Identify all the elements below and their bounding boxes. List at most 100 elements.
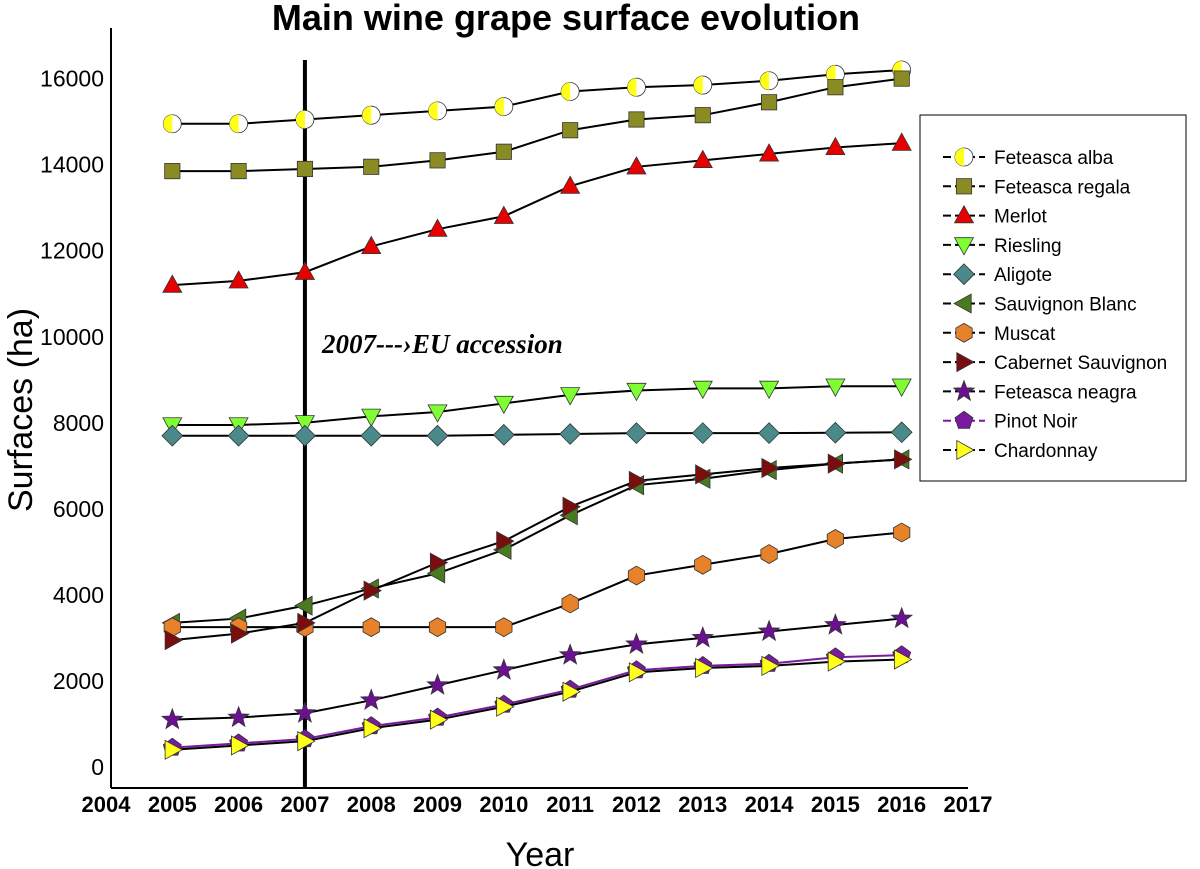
series-layer — [160, 60, 914, 760]
data-point — [428, 101, 447, 121]
data-point — [953, 237, 975, 256]
data-point — [493, 205, 514, 224]
x-ticks: 2004 2005 2006 2007 2008 2009 2010 2011 2012 2013… — [82, 792, 993, 817]
data-point — [426, 424, 449, 447]
data-point — [952, 379, 976, 402]
marker-half — [955, 148, 964, 166]
series-line — [172, 658, 902, 751]
x-tick-label: 2010 — [479, 792, 528, 817]
data-point — [954, 410, 974, 429]
data-point — [891, 378, 912, 397]
series-sauvignon-blanc — [161, 449, 910, 633]
x-tick-label: 2015 — [811, 792, 860, 817]
data-point — [164, 163, 181, 180]
data-point — [227, 424, 250, 447]
data-point — [826, 529, 844, 549]
legend-label: Aligote — [994, 265, 1052, 286]
data-point — [692, 380, 713, 400]
legend-label: Feteasca neagra — [994, 382, 1137, 403]
data-point — [827, 651, 847, 672]
data-point — [360, 424, 383, 447]
data-point — [558, 643, 582, 665]
data-point — [426, 673, 449, 695]
data-point — [758, 422, 780, 445]
data-point — [560, 387, 581, 406]
data-point — [953, 293, 972, 314]
data-point — [429, 152, 446, 169]
data-point — [628, 470, 648, 492]
x-axis-label: Year — [506, 836, 575, 869]
data-point — [562, 122, 579, 139]
data-point — [293, 701, 317, 723]
data-point — [760, 544, 778, 564]
data-point — [893, 522, 911, 543]
y-tick-label: 2000 — [53, 668, 104, 694]
data-point — [362, 617, 380, 638]
x-tick-label: 2014 — [745, 792, 795, 817]
data-point — [294, 424, 316, 447]
x-tick-label: 2011 — [546, 792, 594, 817]
data-point — [562, 496, 581, 517]
data-point — [161, 424, 184, 447]
data-point — [825, 378, 846, 397]
series-cabernet-sauvignon — [164, 449, 913, 651]
x-tick-label: 2007 — [280, 792, 329, 817]
data-point — [627, 77, 646, 97]
legend-item: Feteasca regala — [943, 177, 1131, 198]
marker-half — [295, 110, 305, 129]
x-tick-label: 2012 — [612, 792, 661, 817]
data-point — [230, 163, 247, 180]
series-aligote — [161, 421, 913, 447]
data-point — [956, 351, 975, 373]
data-point — [494, 97, 514, 116]
marker-half — [693, 76, 703, 95]
x-tick-label: 2017 — [944, 792, 993, 817]
data-point — [694, 107, 711, 124]
legend-item: Sauvignon Blanc — [943, 293, 1137, 316]
data-point — [363, 580, 382, 601]
data-point — [162, 114, 182, 134]
data-point — [228, 270, 249, 289]
data-point — [956, 439, 975, 461]
chart-title: Main wine grape surface evolution — [272, 0, 860, 38]
data-point — [492, 658, 516, 680]
data-point — [827, 79, 844, 96]
marker-half — [627, 78, 637, 97]
series-feteasca-neagra — [160, 606, 914, 730]
data-point — [890, 606, 914, 629]
data-point — [693, 75, 713, 95]
data-point — [761, 94, 778, 111]
data-point — [890, 421, 913, 444]
y-tick-label: 12000 — [40, 238, 104, 264]
legend-label: Merlot — [994, 207, 1048, 228]
data-point — [955, 178, 973, 195]
data-point — [428, 617, 447, 638]
data-point — [495, 143, 512, 160]
data-point — [824, 421, 847, 444]
data-point — [625, 632, 648, 655]
data-point — [625, 422, 648, 445]
data-point — [429, 709, 449, 730]
series-line — [172, 69, 902, 125]
data-point — [695, 464, 714, 485]
legend-label: Chardonnay — [994, 441, 1098, 462]
y-tick-label: 14000 — [40, 152, 104, 178]
data-point — [626, 382, 647, 402]
marker-half — [760, 71, 770, 90]
series-feteasca-regala — [164, 70, 910, 180]
data-point — [361, 105, 381, 125]
legend: Feteasca alba Feteasca regala Merlot Riesli… — [919, 114, 1187, 482]
data-point — [361, 408, 382, 428]
legend-label: Pinot Noir — [994, 412, 1078, 433]
series-line — [172, 77, 902, 173]
data-point — [824, 613, 847, 635]
y-tick-label: 0 — [91, 754, 104, 780]
data-point — [758, 143, 780, 162]
data-point — [761, 655, 780, 677]
data-point — [692, 149, 713, 168]
series-line — [172, 458, 902, 642]
y-axis-label: Surfaces (ha) — [2, 308, 40, 512]
data-point — [164, 629, 184, 651]
series-line — [172, 142, 902, 287]
legend-item: Merlot — [943, 204, 1048, 228]
